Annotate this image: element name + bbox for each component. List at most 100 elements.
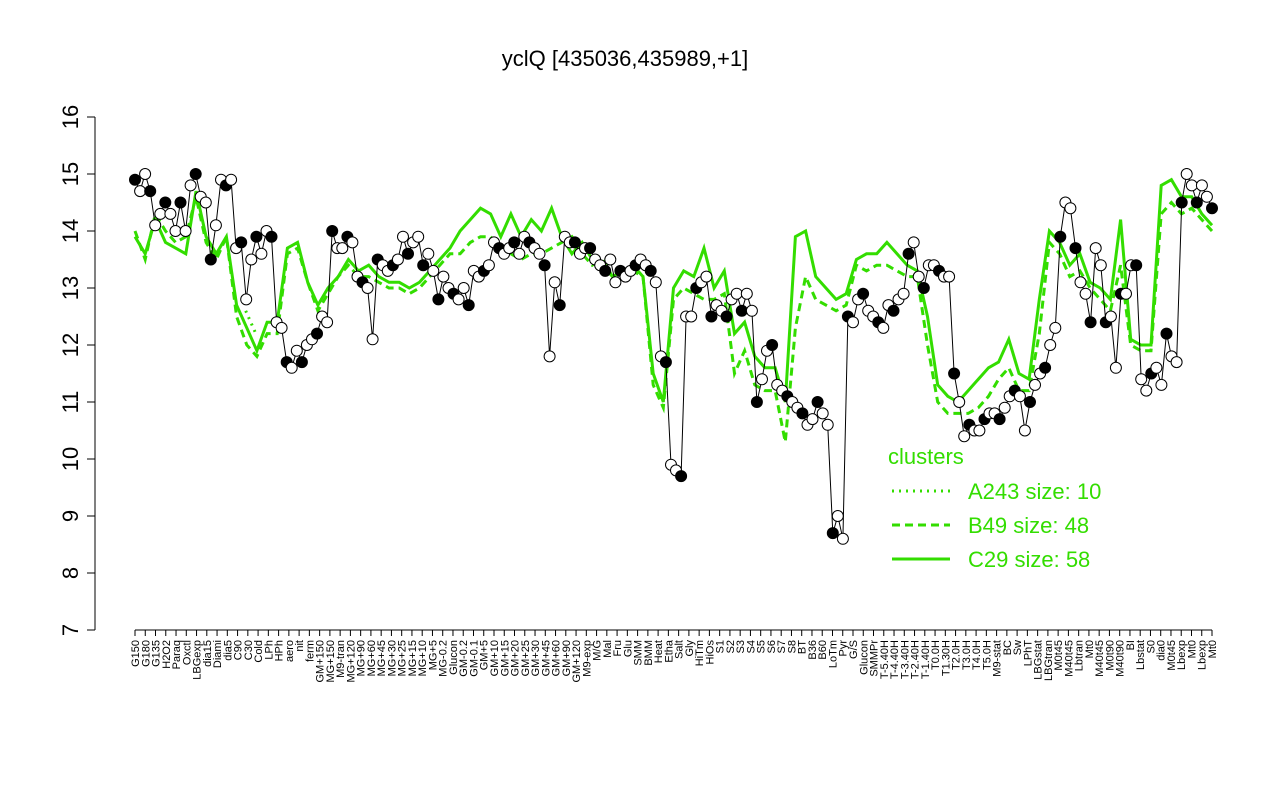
- x-tick-label-60: S4: [745, 640, 757, 653]
- data-point-126: [766, 339, 779, 351]
- data-point-15: [204, 253, 217, 266]
- data-point-22: [240, 293, 253, 306]
- x-tick-label-56: HiOs: [704, 640, 716, 665]
- data-point-80: [533, 247, 546, 260]
- data-point-38: [321, 316, 334, 329]
- data-point-114: [705, 310, 718, 323]
- x-tick-label-69: Pyr: [838, 640, 850, 657]
- x-tick-label-42: GM+90: [561, 640, 573, 676]
- data-point-19: [225, 173, 238, 186]
- x-tick-label-43: GM+120: [571, 640, 583, 683]
- data-point-191: [1094, 259, 1107, 272]
- x-tick-label-6: LBGexp: [192, 640, 204, 680]
- data-point-178: [1029, 378, 1041, 391]
- data-point-213: [1206, 202, 1218, 215]
- data-point-6: [159, 196, 172, 209]
- x-tick-label-88: LBGstat: [1033, 640, 1045, 680]
- data-point-1: [134, 185, 147, 198]
- x-tick-label-66: B36: [807, 640, 819, 660]
- x-tick-label-44: M9-exp: [581, 640, 593, 677]
- data-point-0: [129, 173, 141, 186]
- x-tick-label-11: C30: [243, 640, 255, 660]
- data-point-210: [1190, 196, 1203, 209]
- x-tick-label-0: G150: [130, 640, 142, 667]
- x-tick-label-24: MG+45: [376, 640, 388, 676]
- data-point-171: [993, 413, 1006, 426]
- data-point-199: [1135, 373, 1148, 386]
- legend-label-solid: C29 size: 58: [968, 547, 1090, 572]
- data-point-60: [432, 293, 445, 306]
- data-point-132: [796, 407, 809, 420]
- data-point-25: [255, 247, 268, 260]
- data-point-122: [745, 304, 758, 317]
- x-tick-label-82: T4.0H: [971, 640, 983, 670]
- x-tick-label-84: M9-stat: [992, 640, 1004, 677]
- x-tick-label-87: LPhT: [1022, 640, 1034, 667]
- data-point-177: [1024, 396, 1036, 408]
- data-point-148: [877, 321, 890, 334]
- x-tick-label-102: Lbexp: [1176, 640, 1188, 670]
- data-point-202: [1150, 361, 1163, 374]
- data-point-70: [482, 259, 495, 272]
- data-point-121: [740, 287, 753, 300]
- data-point-161: [943, 270, 956, 283]
- data-point-32: [290, 344, 303, 357]
- data-point-108: [675, 470, 688, 483]
- legend-label-dotted: A243 size: 10: [968, 479, 1101, 504]
- data-point-103: [649, 276, 662, 289]
- data-point-209: [1185, 179, 1198, 192]
- x-tick-label-68: LoTm: [827, 640, 839, 668]
- data-point-90: [584, 242, 597, 255]
- data-point-87: [568, 236, 581, 249]
- x-tick-label-3: H2O2: [161, 640, 173, 669]
- x-tick-label-57: S1: [715, 640, 727, 653]
- data-point-117: [720, 310, 733, 323]
- x-tick-label-89: LBGtran: [1043, 640, 1055, 681]
- x-tick-label-23: MG+60: [366, 640, 378, 676]
- y-tick-label-5: 12: [58, 333, 83, 357]
- y-tick-label-7: 14: [58, 219, 83, 243]
- data-points: [129, 168, 1218, 545]
- x-tick-label-48: Glu: [622, 640, 634, 657]
- data-point-105: [659, 356, 672, 369]
- data-point-167: [973, 424, 986, 437]
- data-point-2: [139, 168, 152, 180]
- y-tick-label-6: 13: [58, 276, 83, 300]
- data-point-180: [1039, 361, 1052, 374]
- data-point-93: [599, 264, 612, 277]
- y-tick-label-0: 7: [58, 624, 83, 636]
- data-point-212: [1200, 190, 1213, 203]
- x-tick-label-71: Glucon: [858, 640, 870, 675]
- y-axis: 7 8 9 10 11 12 13 14 15 16: [58, 105, 96, 636]
- data-point-196: [1120, 287, 1132, 300]
- y-tick-label-3: 10: [58, 447, 83, 471]
- legend: clusters A243 size: 10 B49 size: 48 C29 si…: [888, 444, 1101, 572]
- x-tick-label-19: MG+150: [325, 640, 337, 683]
- y-tick-label-2: 9: [58, 510, 83, 522]
- x-tick-label-28: MG+10: [417, 640, 429, 676]
- data-point-41: [336, 242, 349, 255]
- x-tick-label-34: GM+5: [479, 640, 491, 670]
- x-tick-label-22: MG+90: [356, 640, 368, 676]
- data-point-140: [836, 532, 849, 545]
- data-point-3: [144, 185, 157, 198]
- data-point-138: [826, 527, 839, 540]
- data-point-194: [1109, 361, 1122, 374]
- x-tick-label-41: GM+60: [551, 640, 563, 676]
- x-tick-label-45: M/G: [592, 640, 604, 661]
- x-tick-label-72: SMMPr: [869, 640, 881, 677]
- x-tick-label-33: GM-0.1: [468, 640, 480, 677]
- data-point-11: [184, 179, 197, 192]
- x-tick-label-85: BC: [1002, 640, 1014, 655]
- legend-entries: A243 size: 10 B49 size: 48 C29 size: 58: [892, 479, 1101, 572]
- data-point-29: [275, 321, 288, 334]
- data-point-33: [295, 356, 308, 369]
- data-point-75: [508, 236, 521, 249]
- x-tick-label-36: GM+15: [499, 640, 511, 676]
- x-tick-label-97: BI: [1125, 640, 1137, 650]
- cluster-line-dotted: [246, 311, 780, 431]
- data-point-31: [285, 361, 298, 374]
- data-point-65: [457, 282, 470, 294]
- data-point-113: [700, 270, 713, 283]
- data-point-208: [1180, 168, 1193, 180]
